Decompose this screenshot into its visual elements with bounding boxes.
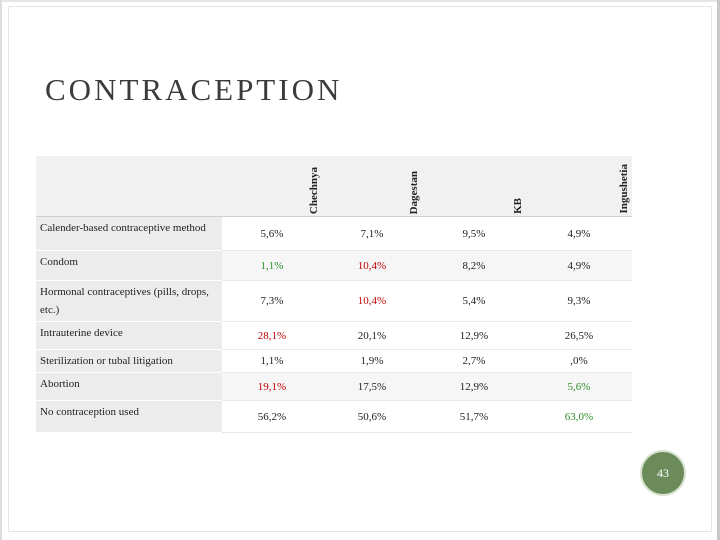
column-label-kb: KB <box>512 198 524 214</box>
table-cell: 10,4% <box>322 280 422 322</box>
table-cell: 28,1% <box>222 321 322 350</box>
header-corner <box>36 156 222 217</box>
table-cell: 20,1% <box>322 321 422 350</box>
table-cell: 1,9% <box>322 349 422 373</box>
table-cell: 9,5% <box>422 216 526 251</box>
column-label-ingushetia: Ingushetia <box>618 164 630 214</box>
column-label-chechnya: Chechnya <box>308 166 320 214</box>
table-cell: 5,4% <box>422 280 526 322</box>
table-cell: 63,0% <box>526 400 632 433</box>
table-row: Hormonal contraceptives (pills, drops, e… <box>36 280 632 322</box>
table-cell: 4,9% <box>526 216 632 251</box>
row-label: Calender-based contraceptive method <box>36 216 222 251</box>
table-cell: 9,3% <box>526 280 632 322</box>
slide-frame-top <box>0 0 720 2</box>
table-cell: 19,1% <box>222 372 322 401</box>
table-cell: 1,1% <box>222 349 322 373</box>
column-header: KB <box>422 156 526 217</box>
table-cell: 2,7% <box>422 349 526 373</box>
row-label: No contraception used <box>36 400 222 433</box>
column-header: Ingushetia <box>526 156 632 217</box>
slide-frame-left <box>0 0 2 540</box>
row-label: Abortion <box>36 372 222 401</box>
table-cell: 5,6% <box>222 216 322 251</box>
row-label: Sterilization or tubal litigation <box>36 349 222 373</box>
slide-frame-right <box>717 0 720 540</box>
table-row: Calender-based contraceptive method 5,6%… <box>36 216 632 251</box>
table-cell: 12,9% <box>422 321 526 350</box>
table-cell: 4,9% <box>526 250 632 281</box>
table-cell: 17,5% <box>322 372 422 401</box>
table-row: Intrauterine device 28,1% 20,1% 12,9% 26… <box>36 321 632 350</box>
row-label: Intrauterine device <box>36 321 222 350</box>
table-cell: 26,5% <box>526 321 632 350</box>
table-cell: 5,6% <box>526 372 632 401</box>
page-number-badge: 43 <box>640 450 686 496</box>
contraception-table: Chechnya Dagestan KB Ingushetia Calender… <box>36 156 632 433</box>
column-label-dagestan: Dagestan <box>408 170 420 214</box>
table-cell: 7,1% <box>322 216 422 251</box>
table-cell: ,0% <box>526 349 632 373</box>
slide-title: CONTRACEPTION <box>45 72 343 107</box>
column-header: Dagestan <box>322 156 422 217</box>
table-row: Abortion 19,1% 17,5% 12,9% 5,6% <box>36 372 632 401</box>
table-row: No contraception used 56,2% 50,6% 51,7% … <box>36 400 632 433</box>
table-cell: 1,1% <box>222 250 322 281</box>
table-cell: 8,2% <box>422 250 526 281</box>
table-row: Condom 1,1% 10,4% 8,2% 4,9% <box>36 250 632 281</box>
table-cell: 12,9% <box>422 372 526 401</box>
table-cell: 50,6% <box>322 400 422 433</box>
table-header-row: Chechnya Dagestan KB Ingushetia <box>36 156 632 217</box>
table-cell: 51,7% <box>422 400 526 433</box>
row-label: Condom <box>36 250 222 281</box>
table-cell: 56,2% <box>222 400 322 433</box>
page-number: 43 <box>657 465 669 480</box>
table-cell: 10,4% <box>322 250 422 281</box>
slide-frame <box>8 6 712 532</box>
row-label: Hormonal contraceptives (pills, drops, e… <box>36 280 222 322</box>
table-cell: 7,3% <box>222 280 322 322</box>
column-header: Chechnya <box>222 156 322 217</box>
table-row: Sterilization or tubal litigation 1,1% 1… <box>36 349 632 373</box>
